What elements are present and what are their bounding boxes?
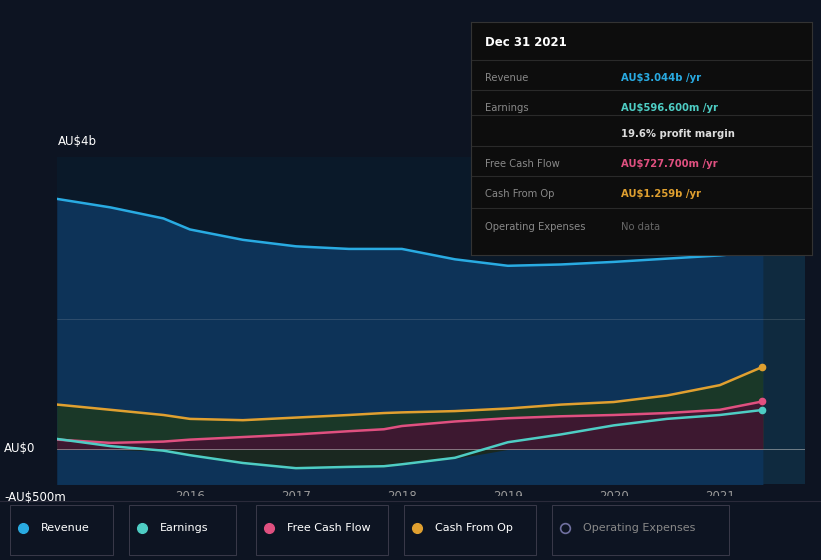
Text: AU$0: AU$0 [4,442,35,455]
Text: -AU$500m: -AU$500m [4,491,66,504]
Text: Earnings: Earnings [160,523,209,533]
Text: Operating Expenses: Operating Expenses [583,523,695,533]
Bar [720,157,805,484]
Text: Operating Expenses: Operating Expenses [485,222,585,232]
Text: Cash From Op: Cash From Op [435,523,513,533]
Text: Earnings: Earnings [485,104,529,113]
Text: AU$596.600m /yr: AU$596.600m /yr [621,104,718,113]
Text: No data: No data [621,222,660,232]
Text: Free Cash Flow: Free Cash Flow [287,523,371,533]
Text: AU$4b: AU$4b [57,136,97,148]
Text: AU$1.259b /yr: AU$1.259b /yr [621,189,701,199]
Text: Free Cash Flow: Free Cash Flow [485,159,560,169]
Text: 19.6% profit margin: 19.6% profit margin [621,129,735,139]
Text: AU$727.700m /yr: AU$727.700m /yr [621,159,718,169]
Text: AU$3.044b /yr: AU$3.044b /yr [621,73,701,83]
Text: Revenue: Revenue [485,73,528,83]
Text: Revenue: Revenue [41,523,89,533]
Text: Cash From Op: Cash From Op [485,189,554,199]
Text: Dec 31 2021: Dec 31 2021 [485,36,566,49]
